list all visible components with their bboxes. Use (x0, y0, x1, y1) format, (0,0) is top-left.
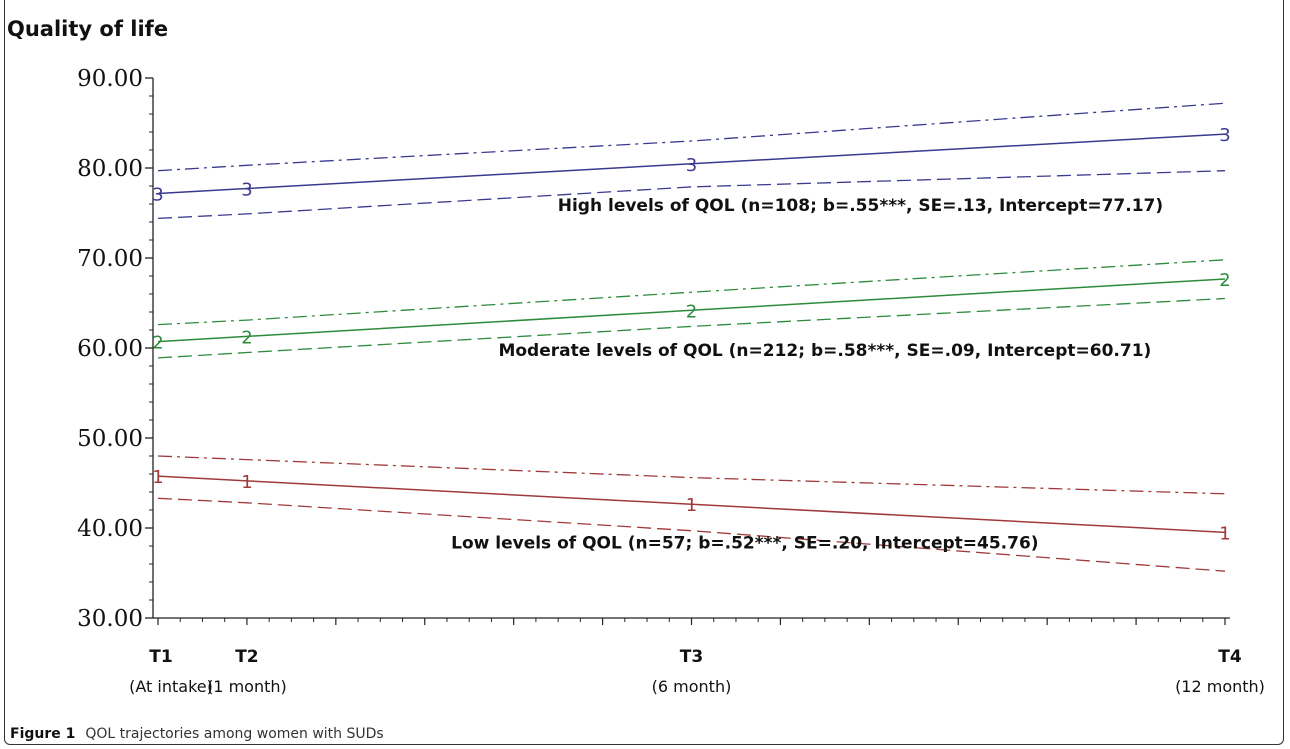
x-tick-sublabel: (12 month) (1175, 677, 1265, 696)
y-tick-label: 60.00 (77, 336, 143, 362)
y-axis: 30.00 40.00 50.00 60.00 70.00 80.00 90.00 (77, 66, 154, 632)
y-tick-label: 70.00 (77, 246, 143, 272)
series-group-2: 2 2 2 2 (152, 259, 1231, 359)
y-tick-label: 50.00 (77, 426, 143, 452)
lower-bound-line-2 (157, 297, 1226, 359)
data-point-marker-1: 1 (152, 467, 163, 488)
x-axis: T1 (At intake) T2 (1 month) T3 (6 month) T4 (12… (129, 617, 1265, 696)
chart-title: Quality of life (7, 17, 168, 41)
data-point-marker-2: 2 (241, 327, 252, 348)
lower-bound-line-1 (157, 497, 1226, 572)
data-point-marker-3: 3 (686, 155, 697, 176)
series-layer: 1 1 1 1 2 2 2 2 3 3 3 3 (152, 102, 1231, 572)
annotation-layer: High levels of QOL (n=108; b=.55***, SE=… (451, 196, 1163, 554)
data-point-marker-3: 3 (1219, 125, 1230, 146)
x-tick-sublabel: (6 month) (652, 677, 732, 696)
x-tick-sublabel: (1 month) (207, 677, 287, 696)
estimate-line-3 (157, 133, 1226, 195)
x-tick-label: T3 (680, 647, 703, 667)
estimate-line-1 (157, 475, 1226, 534)
series-annotation: Low levels of QOL (n=57; b=.52***, SE=.2… (451, 534, 1038, 554)
series-annotation: Moderate levels of QOL (n=212; b=.58***,… (498, 341, 1151, 361)
x-tick-label: T2 (235, 647, 258, 667)
y-tick-label: 90.00 (77, 66, 143, 92)
estimate-line-2 (157, 278, 1226, 343)
data-point-marker-1: 1 (1219, 523, 1230, 544)
x-tick-label: T1 (149, 647, 172, 667)
data-point-marker-2: 2 (152, 333, 163, 354)
x-tick-sublabel: (At intake) (129, 677, 213, 696)
figure-caption: Figure 1 QOL trajectories among women wi… (10, 725, 384, 742)
series-group-1: 1 1 1 1 (152, 455, 1231, 572)
caption-label: Figure 1 (10, 726, 75, 742)
y-tick-label: 30.00 (77, 606, 143, 632)
series-group-3: 3 3 3 3 (152, 102, 1231, 220)
data-point-marker-3: 3 (241, 180, 252, 201)
data-point-marker-1: 1 (241, 472, 252, 493)
data-point-marker-3: 3 (152, 184, 163, 205)
data-point-marker-2: 2 (1219, 270, 1230, 291)
figure-frame (4, 0, 1284, 745)
y-tick-label: 80.00 (77, 156, 143, 182)
lower-bound-line-3 (157, 170, 1226, 220)
data-point-marker-2: 2 (686, 301, 697, 322)
y-tick-label: 40.00 (77, 516, 143, 542)
caption-text: QOL trajectories among women with SUDs (85, 726, 383, 742)
upper-bound-line-1 (157, 455, 1226, 495)
x-tick-label: T4 (1218, 647, 1242, 667)
series-annotation: High levels of QOL (n=108; b=.55***, SE=… (558, 196, 1163, 216)
data-point-marker-1: 1 (686, 495, 697, 516)
